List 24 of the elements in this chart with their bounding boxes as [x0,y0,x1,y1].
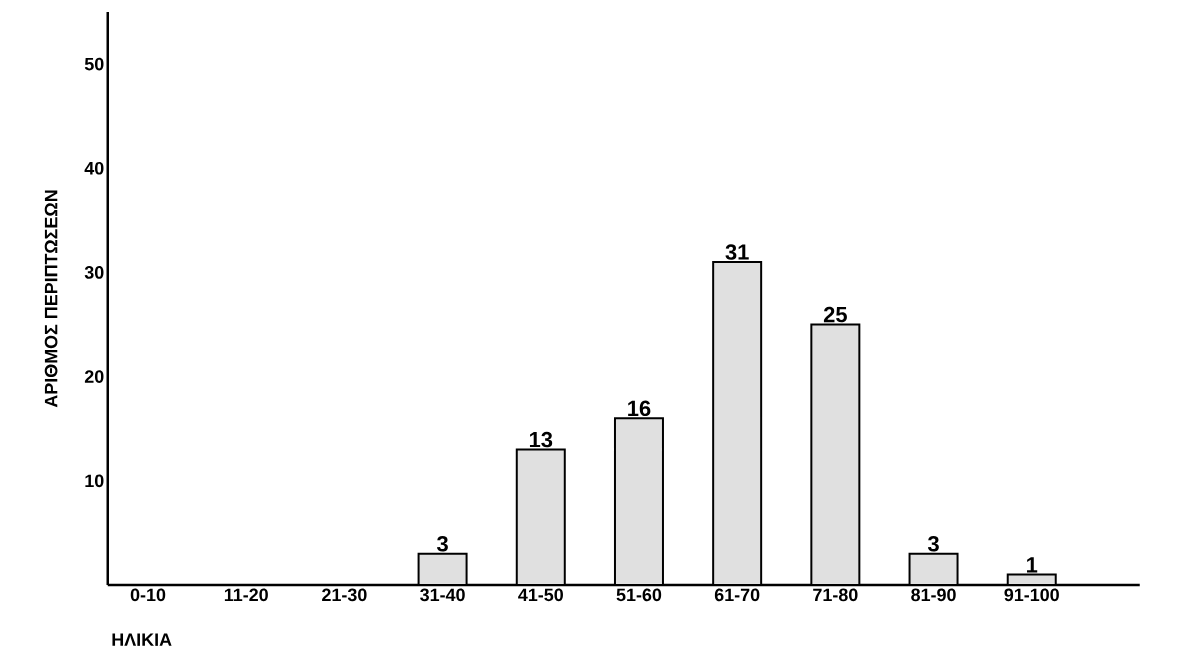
x-tick-label: 41-50 [518,588,563,602]
data-label: 16 [628,400,651,417]
x-tick-label: 81-90 [911,588,956,602]
data-label: 31 [725,244,749,260]
x-tick-label: 11-20 [224,588,268,602]
x-tick-label: 71-80 [813,588,858,602]
x-tick-label: 0-10 [130,588,166,602]
y-tick-label: 10 [85,474,104,488]
x-tick-label: 91-100 [1004,588,1059,602]
x-axis-title: ΗΛΙΚΙΑ [112,633,172,646]
data-label: 3 [927,535,939,552]
y-axis-title: ΑΡΙΘΜΟΣ ΠΕΡΙΠΤΩΣΕΩΝ [44,190,58,408]
x-tick-label: 51-60 [616,588,662,602]
y-tick-label: 50 [84,57,104,71]
y-tick-label: 40 [84,161,104,175]
data-label: 3 [436,535,448,552]
x-tick-label: 61-70 [714,588,760,602]
data-label: 13 [529,431,553,448]
x-tick-label: 31-40 [420,588,465,602]
x-tick-label: 21-30 [322,588,367,602]
data-label: 25 [823,306,847,323]
data-label: 1 [1027,557,1038,573]
y-tick-label: 20 [84,370,104,383]
y-tick-label: 30 [84,266,104,279]
